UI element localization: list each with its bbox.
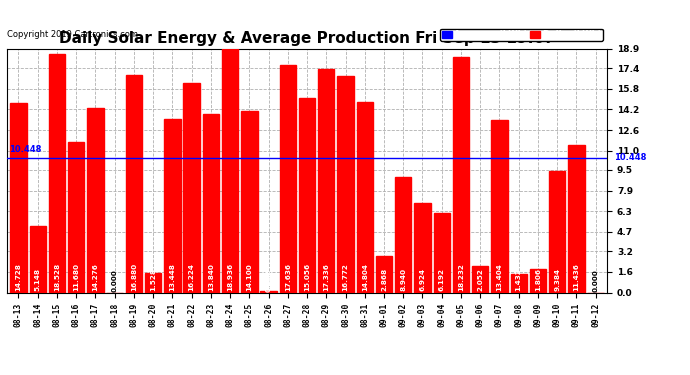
- Bar: [10, 102, 27, 292]
- Text: 15.056: 15.056: [304, 262, 310, 291]
- Bar: [299, 98, 315, 292]
- Text: 13.840: 13.840: [208, 263, 214, 291]
- Bar: [530, 269, 546, 292]
- Text: 18.528: 18.528: [54, 262, 60, 291]
- Text: 11.436: 11.436: [573, 263, 580, 291]
- Text: 2.868: 2.868: [381, 267, 387, 291]
- Text: 14.276: 14.276: [92, 263, 99, 291]
- Text: 10.448: 10.448: [9, 145, 41, 154]
- Text: 14.728: 14.728: [15, 263, 21, 291]
- Text: 13.448: 13.448: [169, 263, 175, 291]
- Text: 1.432: 1.432: [515, 268, 522, 291]
- Bar: [279, 65, 296, 292]
- Text: Copyright 2019 Cartronics.com: Copyright 2019 Cartronics.com: [7, 30, 138, 39]
- Bar: [357, 102, 373, 292]
- Text: 2.052: 2.052: [477, 268, 483, 291]
- Bar: [318, 69, 335, 292]
- Bar: [49, 54, 65, 292]
- Bar: [260, 291, 277, 292]
- Bar: [30, 226, 46, 292]
- Text: 11.680: 11.680: [73, 262, 79, 291]
- Bar: [549, 171, 565, 292]
- Text: 1.528: 1.528: [150, 268, 156, 291]
- Bar: [376, 255, 392, 292]
- Bar: [433, 213, 450, 292]
- Text: 9.384: 9.384: [554, 268, 560, 291]
- Bar: [337, 76, 354, 292]
- Bar: [203, 114, 219, 292]
- Bar: [87, 108, 104, 292]
- Text: 0.152: 0.152: [266, 269, 272, 292]
- Bar: [184, 83, 200, 292]
- Text: 14.100: 14.100: [246, 263, 253, 291]
- Bar: [164, 119, 181, 292]
- Bar: [453, 57, 469, 292]
- Bar: [414, 203, 431, 292]
- Text: 16.772: 16.772: [342, 263, 348, 291]
- Title: Daily Solar Energy & Average Production Fri Sep 13 19:07: Daily Solar Energy & Average Production …: [59, 31, 555, 46]
- Bar: [472, 266, 489, 292]
- Bar: [145, 273, 161, 292]
- Text: 16.880: 16.880: [131, 262, 137, 291]
- Bar: [511, 274, 527, 292]
- Text: 0.000: 0.000: [593, 269, 599, 292]
- Text: 10.448: 10.448: [614, 153, 647, 162]
- Text: 18.936: 18.936: [227, 262, 233, 291]
- Text: 18.232: 18.232: [458, 263, 464, 291]
- Text: 5.148: 5.148: [34, 268, 41, 291]
- Bar: [68, 142, 84, 292]
- Text: 6.924: 6.924: [420, 268, 426, 291]
- Bar: [569, 145, 584, 292]
- Bar: [241, 111, 257, 292]
- Text: 6.192: 6.192: [439, 268, 445, 291]
- Bar: [222, 48, 238, 292]
- Bar: [126, 75, 142, 292]
- Text: 17.636: 17.636: [285, 262, 290, 291]
- Text: 1.806: 1.806: [535, 268, 541, 291]
- Text: 0.000: 0.000: [112, 269, 118, 292]
- Text: 13.404: 13.404: [496, 263, 502, 291]
- Text: 8.940: 8.940: [400, 268, 406, 291]
- Legend: Average  (kWh), Daily  (kWh): Average (kWh), Daily (kWh): [440, 28, 603, 41]
- Bar: [491, 120, 508, 292]
- Text: 17.336: 17.336: [324, 263, 329, 291]
- Bar: [395, 177, 411, 292]
- Text: 14.804: 14.804: [362, 263, 368, 291]
- Text: 16.224: 16.224: [188, 263, 195, 291]
